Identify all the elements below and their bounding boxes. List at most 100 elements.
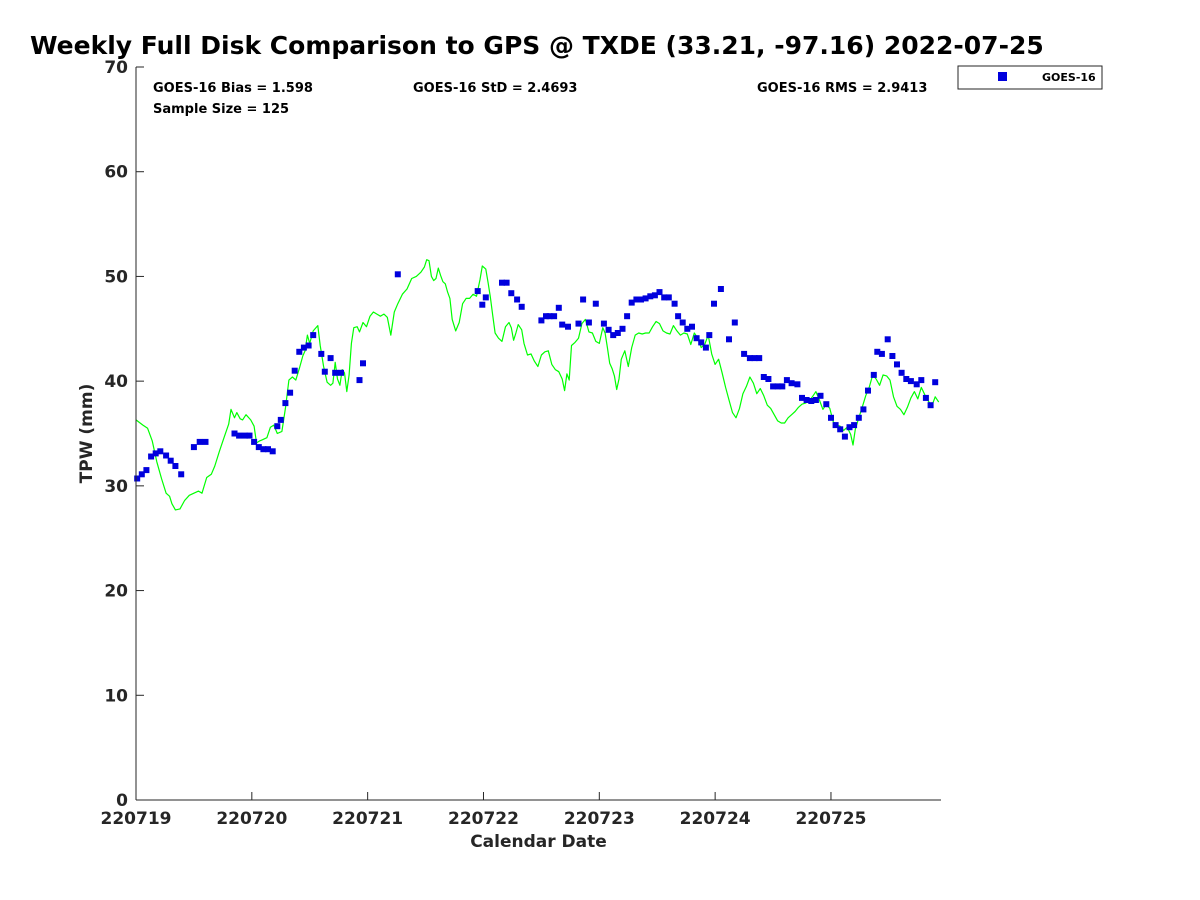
- y-axis-label: TPW (mm): [77, 384, 97, 484]
- goes16-data-point: [642, 295, 649, 302]
- x-tick-label: 220719: [101, 809, 172, 829]
- goes16-data-point: [157, 448, 164, 455]
- chart-title: Weekly Full Disk Comparison to GPS @ TXD…: [30, 31, 1044, 60]
- goes16-data-point: [817, 392, 824, 399]
- goes16-data-point: [202, 438, 209, 445]
- sample-size-stat: Sample Size = 125: [153, 102, 289, 117]
- goes16-data-point: [717, 286, 724, 292]
- goes16-data-point: [788, 380, 795, 387]
- goes16-data-point: [296, 348, 303, 355]
- goes16-data-point: [874, 348, 881, 355]
- goes16-data-point: [551, 313, 558, 320]
- goes16-data-point: [163, 452, 170, 459]
- goes16-data-point: [555, 304, 562, 311]
- y-tick-label: 0: [116, 791, 128, 811]
- x-tick-label: 220724: [680, 809, 751, 829]
- goes16-data-point: [651, 292, 658, 299]
- goes16-data-point: [726, 336, 732, 343]
- goes16-data-point: [300, 344, 307, 351]
- goes16-data-point: [338, 369, 344, 376]
- goes16-data-point: [236, 432, 243, 439]
- goes16-data-point: [610, 332, 617, 339]
- goes16-data-point: [499, 279, 505, 286]
- goes16-data-point: [332, 369, 339, 376]
- goes16-data-point: [832, 422, 839, 429]
- goes16-data-point: [907, 378, 914, 385]
- goes16-data-point: [190, 444, 197, 451]
- goes16-data-point: [196, 438, 203, 445]
- goes16-data-point: [647, 293, 654, 300]
- goes16-data-point: [812, 397, 819, 403]
- legend-box: [957, 65, 1103, 90]
- goes16-data-point: [246, 432, 253, 439]
- goes16-data-point: [913, 381, 920, 388]
- goes16-marker-layer: [134, 271, 939, 482]
- goes16-data-point: [702, 344, 709, 351]
- goes16-data-point: [675, 313, 682, 320]
- goes16-data-point: [565, 323, 571, 330]
- x-tick-label: 220725: [795, 809, 866, 829]
- goes16-data-point: [518, 303, 525, 310]
- y-tick-label: 70: [104, 58, 128, 78]
- y-tick-label: 60: [104, 163, 128, 183]
- gps-line-layer: [135, 259, 940, 511]
- goes16-data-point: [543, 313, 549, 320]
- goes16-data-point: [679, 319, 686, 326]
- goes16-data-point: [479, 301, 486, 308]
- goes16-data-point: [870, 371, 877, 378]
- y-tick-label: 30: [104, 477, 128, 497]
- goes16-data-point: [927, 402, 934, 409]
- y-tick-label: 40: [104, 372, 128, 392]
- goes16-data-point: [918, 377, 925, 384]
- goes16-data-point: [592, 300, 599, 307]
- goes16-data-point: [356, 377, 363, 384]
- goes16-data-point: [231, 430, 238, 437]
- y-tick-label: 20: [104, 582, 128, 602]
- goes16-data-point: [841, 433, 848, 440]
- goes16-data-point: [605, 326, 612, 333]
- goes16-data-point: [760, 374, 767, 380]
- goes16-data-point: [884, 336, 891, 343]
- goes16-data-point: [823, 401, 830, 408]
- goes16-data-point: [765, 376, 772, 382]
- goes16-data-point: [894, 361, 900, 368]
- bias-stat: GOES-16 Bias = 1.598: [153, 81, 313, 96]
- goes16-data-point: [575, 320, 582, 327]
- goes16-data-point: [693, 335, 700, 342]
- x-axis-ticks: 220719 220720 220721 220722 220723 220724 2207…: [101, 792, 866, 829]
- gps-tpw-line: [135, 259, 940, 511]
- x-tick-label: 220720: [216, 809, 287, 829]
- goes16-data-point: [698, 339, 705, 346]
- goes16-data-point: [178, 471, 185, 478]
- goes16-data-point: [134, 475, 141, 482]
- goes16-data-point: [846, 424, 853, 431]
- goes16-data-point: [503, 279, 510, 286]
- goes16-data-point: [828, 414, 834, 421]
- goes16-data-point: [932, 379, 939, 386]
- goes16-data-point: [770, 383, 777, 390]
- goes16-data-point: [241, 432, 248, 439]
- goes16-data-point: [808, 398, 815, 404]
- y-axis-ticks: 0 10 20 30 40 50 60 70: [104, 58, 144, 811]
- goes16-data-point: [152, 450, 159, 457]
- goes16-data-point: [148, 453, 155, 460]
- goes16-data-point: [394, 271, 401, 278]
- goes16-data-point: [559, 321, 566, 328]
- y-tick-label: 10: [104, 686, 128, 706]
- goes16-data-point: [656, 289, 663, 296]
- goes16-data-point: [624, 313, 631, 320]
- goes16-data-point: [291, 367, 298, 374]
- goes16-data-point: [794, 381, 801, 388]
- goes16-data-point: [360, 360, 366, 367]
- legend-label-goes16: GOES-16: [1042, 71, 1096, 84]
- x-tick-label: 220721: [332, 809, 403, 829]
- axes-background: [136, 67, 941, 800]
- goes16-data-point: [851, 422, 858, 429]
- x-tick-label: 220723: [564, 809, 635, 829]
- goes16-data-point: [277, 416, 284, 423]
- goes16-data-point: [255, 444, 262, 451]
- goes16-data-point: [143, 467, 150, 474]
- goes16-data-point: [706, 332, 713, 339]
- goes16-data-point: [614, 330, 621, 336]
